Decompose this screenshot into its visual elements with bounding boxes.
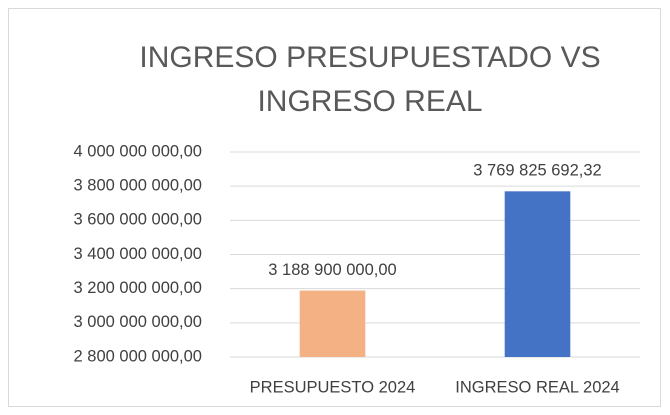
- x-tick-label: INGRESO REAL 2024: [455, 378, 619, 396]
- y-tick-label: 3 200 000 000,00: [74, 279, 202, 297]
- y-tick-label: 3 800 000 000,00: [74, 177, 202, 195]
- bar: [504, 191, 571, 357]
- data-label: 3 769 825 692,32: [473, 162, 601, 180]
- chart-title: INGRESO PRESUPUESTADO VS INGRESO REAL: [139, 41, 601, 118]
- x-tick-label: PRESUPUESTO 2024: [250, 378, 416, 396]
- data-label: 3 188 900 000,00: [268, 261, 396, 279]
- bar: [299, 290, 366, 357]
- y-tick-label: 3 600 000 000,00: [74, 211, 202, 229]
- y-tick-label: 2 800 000 000,00: [74, 347, 202, 365]
- y-tick-label: 3 000 000 000,00: [74, 313, 202, 331]
- y-tick-label: 3 400 000 000,00: [74, 245, 202, 263]
- y-tick-label: 4 000 000 000,00: [74, 142, 202, 160]
